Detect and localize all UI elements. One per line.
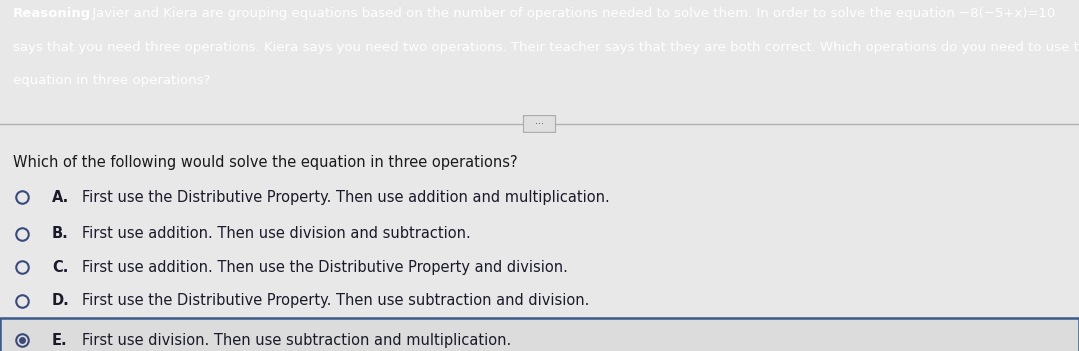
Text: C.: C. (52, 260, 68, 274)
Text: Which of the following would solve the equation in three operations?: Which of the following would solve the e… (13, 155, 518, 170)
Text: ···: ··· (535, 119, 544, 129)
Text: First use the Distributive Property. Then use addition and multiplication.: First use the Distributive Property. The… (82, 190, 610, 205)
Text: says that you need three operations. Kiera says you need two operations. Their t: says that you need three operations. Kie… (13, 41, 1079, 54)
Text: First use addition. Then use division and subtraction.: First use addition. Then use division an… (82, 226, 470, 241)
Text: E.: E. (52, 333, 68, 347)
FancyBboxPatch shape (523, 115, 556, 132)
Text: Reasoning: Reasoning (13, 7, 92, 20)
FancyBboxPatch shape (0, 318, 1079, 351)
Text: First use the Distributive Property. Then use subtraction and division.: First use the Distributive Property. The… (82, 293, 589, 308)
Text: First use addition. Then use the Distributive Property and division.: First use addition. Then use the Distrib… (82, 260, 568, 274)
Text: A.: A. (52, 190, 69, 205)
Text: equation in three operations?: equation in three operations? (13, 74, 210, 87)
Text: Javier and Kiera are grouping equations based on the number of operations needed: Javier and Kiera are grouping equations … (88, 7, 1055, 20)
Text: B.: B. (52, 226, 69, 241)
Text: D.: D. (52, 293, 70, 308)
Text: First use division. Then use subtraction and multiplication.: First use division. Then use subtraction… (82, 333, 511, 347)
